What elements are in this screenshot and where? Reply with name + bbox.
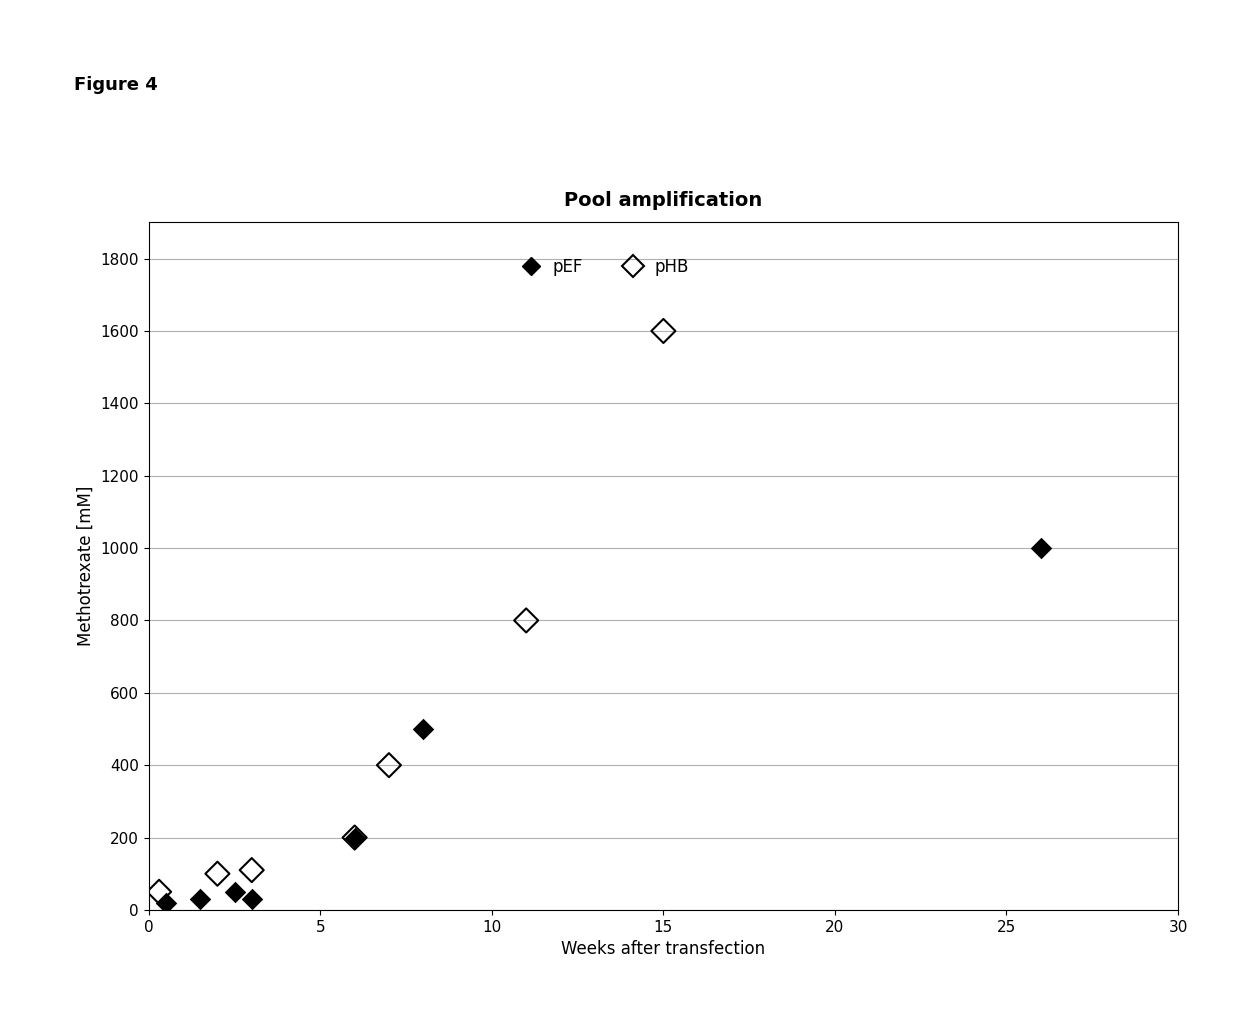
Point xyxy=(156,895,176,911)
Point xyxy=(191,891,211,907)
Y-axis label: Methotrexate [mM]: Methotrexate [mM] xyxy=(77,486,95,646)
Point xyxy=(516,613,536,629)
Point xyxy=(242,891,262,907)
X-axis label: Weeks after transfection: Weeks after transfection xyxy=(562,940,765,958)
Point xyxy=(242,862,262,879)
Point xyxy=(345,829,365,845)
Point xyxy=(224,884,244,900)
Point xyxy=(653,323,673,339)
Text: Figure 4: Figure 4 xyxy=(74,76,159,94)
Legend: pEF, pHB: pEF, pHB xyxy=(515,258,689,276)
Point xyxy=(1030,540,1050,556)
Point xyxy=(345,829,365,845)
Title: Pool amplification: Pool amplification xyxy=(564,191,763,209)
Point xyxy=(149,884,169,900)
Point xyxy=(207,865,227,882)
Point xyxy=(413,721,433,737)
Point xyxy=(379,757,399,773)
